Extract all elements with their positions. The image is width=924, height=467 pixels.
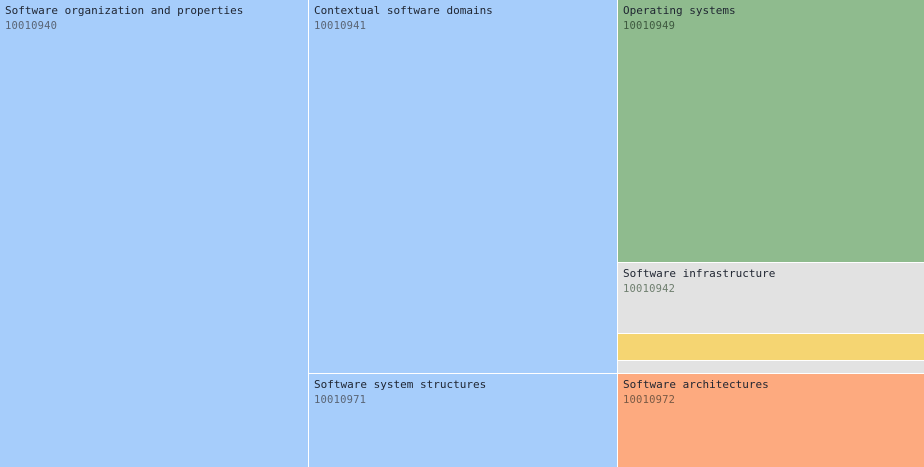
tile-title: Software system structures bbox=[314, 378, 487, 391]
tile-code: 10010972 bbox=[623, 394, 676, 406]
tile-code: 10010949 bbox=[623, 20, 676, 32]
tile-code: 10010941 bbox=[314, 20, 367, 32]
tile-title: Software architectures bbox=[623, 378, 769, 391]
tile-software-architectures[interactable]: Software architectures 10010972 bbox=[618, 374, 924, 467]
tile-title: Software infrastructure bbox=[623, 267, 776, 280]
tile-software-organization-and-properties[interactable]: Software organization and properties 100… bbox=[0, 0, 308, 467]
tile-software-system-structures[interactable]: Software system structures 10010971 bbox=[309, 374, 617, 467]
tile-title: Software organization and properties bbox=[5, 4, 244, 17]
tile-unlabeled-yellow[interactable] bbox=[618, 334, 924, 360]
tile-software-infrastructure[interactable]: Software infrastructure 10010942 bbox=[618, 263, 924, 333]
tile-title: Operating systems bbox=[623, 4, 736, 17]
tile-contextual-software-domains[interactable]: Contextual software domains 10010941 bbox=[309, 0, 617, 373]
tile-code: 10010942 bbox=[623, 283, 676, 295]
tile-unlabeled-grey[interactable] bbox=[618, 361, 924, 373]
tile-operating-systems[interactable]: Operating systems 10010949 bbox=[618, 0, 924, 262]
tile-title: Contextual software domains bbox=[314, 4, 493, 17]
tile-code: 10010940 bbox=[5, 20, 58, 32]
tile-code: 10010971 bbox=[314, 394, 367, 406]
